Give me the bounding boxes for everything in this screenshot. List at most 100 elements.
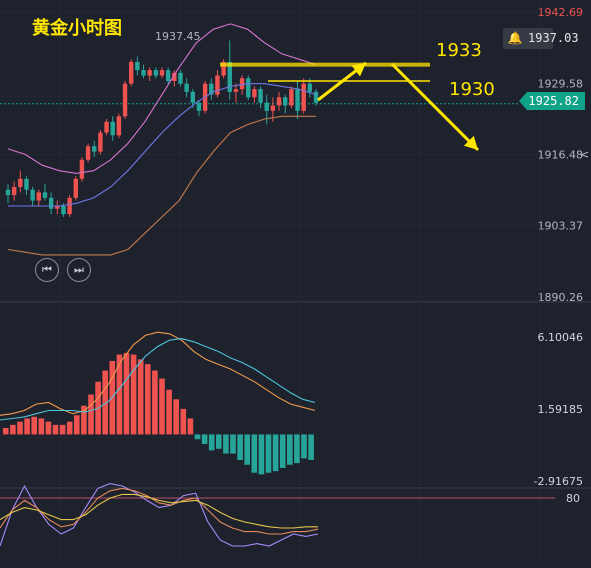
candle bbox=[129, 61, 134, 84]
chart-title: 黄金小时图 bbox=[32, 18, 122, 39]
candle bbox=[18, 178, 23, 187]
candle bbox=[184, 83, 189, 92]
macd-histogram-bar bbox=[130, 354, 137, 435]
macd-histogram-bar bbox=[10, 424, 16, 435]
macd-histogram-bar bbox=[24, 418, 30, 435]
target-label-1930: 1930 bbox=[449, 79, 495, 100]
candle bbox=[116, 116, 122, 136]
macd-histogram-bar bbox=[38, 418, 45, 435]
candle bbox=[30, 189, 35, 201]
macd-histogram-bar bbox=[294, 434, 300, 464]
macd-histogram-bar bbox=[81, 405, 87, 435]
macd-histogram-bar bbox=[52, 424, 59, 435]
y-tick-label: 1890.26 bbox=[538, 291, 584, 304]
macd-histogram-bar bbox=[116, 354, 123, 435]
candle bbox=[147, 70, 152, 76]
macd-histogram-bar bbox=[31, 416, 37, 435]
y-tick-label: 1903.37 bbox=[538, 220, 584, 233]
candle bbox=[24, 178, 29, 190]
candle bbox=[165, 70, 171, 81]
macd-histogram-bar bbox=[308, 434, 314, 460]
target-level-1933 bbox=[220, 62, 430, 67]
target-label-1933: 1933 bbox=[436, 40, 482, 61]
y-tick-label: 1916.48 bbox=[538, 148, 584, 161]
macd-histogram-bar bbox=[137, 359, 144, 435]
candle bbox=[36, 192, 41, 201]
candle bbox=[11, 186, 17, 196]
macd-histogram-bar bbox=[88, 394, 94, 435]
macd-histogram-bar bbox=[279, 434, 286, 468]
macd-histogram-bar bbox=[180, 408, 187, 435]
candle bbox=[239, 78, 245, 90]
candle bbox=[209, 83, 214, 95]
oscillator-line bbox=[0, 493, 318, 529]
y-tick-label: -2.91675 bbox=[534, 475, 583, 488]
y-tick-label: 1929.58 bbox=[538, 77, 584, 90]
candle bbox=[48, 197, 54, 209]
chevron-left-icon[interactable]: < bbox=[580, 148, 590, 161]
candle bbox=[104, 121, 109, 133]
y-tick-label: 6.10046 bbox=[538, 331, 584, 344]
candle bbox=[301, 83, 306, 111]
candle bbox=[110, 121, 115, 136]
down-arrow bbox=[390, 62, 480, 152]
macd-histogram-bar bbox=[187, 418, 194, 435]
candle bbox=[172, 72, 177, 81]
candle bbox=[215, 75, 220, 95]
oscillator-line bbox=[0, 483, 319, 547]
candle bbox=[61, 206, 66, 215]
candle bbox=[283, 97, 288, 106]
bell-icon[interactable]: 🔔 bbox=[507, 31, 523, 45]
macd-histogram-bar bbox=[265, 434, 272, 473]
macd-histogram-bar bbox=[251, 434, 258, 473]
bollinger-middle-line bbox=[8, 83, 317, 207]
macd-histogram-bar bbox=[244, 434, 250, 465]
macd-histogram-bar bbox=[74, 415, 80, 435]
candle bbox=[73, 178, 78, 198]
macd-histogram-bar bbox=[173, 399, 179, 435]
macd-histogram-bar bbox=[66, 421, 73, 435]
candle bbox=[289, 89, 294, 106]
candle bbox=[55, 206, 60, 209]
macd-histogram-bar bbox=[201, 434, 208, 445]
macd-histogram-bar bbox=[123, 352, 130, 435]
candle bbox=[196, 102, 202, 111]
candle bbox=[98, 132, 103, 152]
candle bbox=[307, 83, 313, 92]
skip-back-icon[interactable]: ⏮ bbox=[35, 258, 59, 282]
macd-histogram-bar bbox=[152, 370, 158, 435]
macd-histogram-bar bbox=[237, 434, 243, 460]
y-tick-label: 1.59185 bbox=[538, 403, 584, 416]
candle bbox=[141, 70, 146, 76]
bollinger-upper-line bbox=[7, 23, 317, 174]
macd-dif-line bbox=[0, 331, 316, 416]
candle bbox=[227, 61, 232, 92]
candle bbox=[67, 197, 72, 215]
macd-histogram-bar bbox=[166, 389, 172, 435]
candle bbox=[258, 89, 263, 103]
candle bbox=[122, 83, 128, 117]
macd-histogram-bar bbox=[301, 434, 307, 459]
candle bbox=[135, 61, 140, 71]
macd-histogram-bar bbox=[272, 434, 279, 472]
skip-forward-icon[interactable]: ⏭ bbox=[67, 258, 91, 282]
candle bbox=[313, 91, 319, 103]
candle bbox=[270, 105, 276, 111]
candle bbox=[5, 189, 11, 196]
last-price-badge: 1925.82 bbox=[519, 92, 585, 110]
candle bbox=[221, 61, 226, 76]
candle bbox=[92, 146, 97, 152]
candle bbox=[233, 89, 239, 92]
candle bbox=[264, 102, 269, 111]
y-tick-label: 80 bbox=[566, 492, 580, 505]
macd-histogram-bar bbox=[59, 424, 66, 435]
macd-histogram-bar bbox=[230, 434, 236, 454]
macd-histogram-bar bbox=[216, 434, 222, 449]
macd-histogram-bar bbox=[208, 434, 215, 451]
macd-histogram-bar bbox=[287, 434, 293, 465]
candle bbox=[295, 89, 300, 111]
candle bbox=[153, 70, 159, 76]
candle bbox=[159, 70, 165, 76]
price-alert[interactable] bbox=[503, 28, 553, 49]
